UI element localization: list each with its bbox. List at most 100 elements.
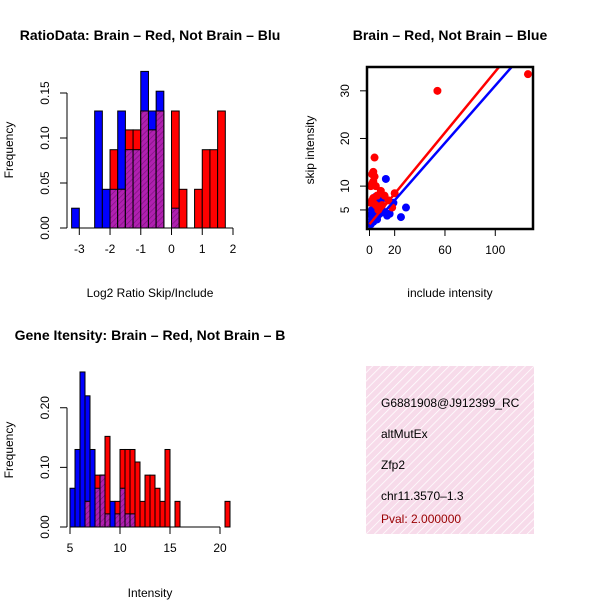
ratio-xlabel: Log2 Ratio Skip/Include	[87, 286, 214, 300]
ratio-axes: -3 -2 -1 0 1 2 0.00 0.05 0.10 0.15	[38, 81, 237, 256]
ratio-bar-overlap	[140, 110, 149, 229]
info-panel-background	[366, 366, 534, 534]
scatter-frame	[365, 65, 535, 231]
intensity-bar-red	[224, 500, 231, 528]
scatter-panel: Brain – Red, Not Brain – Blue 0 20 60 100 5 1…	[303, 27, 547, 300]
intensity-bar-red	[134, 461, 141, 528]
ratio-bar-overlap	[132, 149, 142, 229]
intensity-bar-red	[174, 500, 181, 528]
intensity-x-tick-label: 15	[163, 541, 177, 555]
ratio-bar-overlap	[155, 110, 165, 229]
scatter-point-blue	[396, 213, 405, 222]
intensity-bar-overlap	[129, 513, 136, 528]
ratio-x-tick-label: -1	[135, 242, 146, 256]
scatter-point-red	[367, 198, 375, 207]
ratio-bar-overlap	[109, 188, 119, 229]
intensity-bar-red	[159, 500, 166, 528]
ratio-y-tick-label: 0.15	[38, 81, 52, 105]
intensity-bar-overlap	[84, 500, 91, 528]
scatter-point-red	[523, 70, 532, 79]
scatter-axes: 0 20 60 100 5 10 20 30	[338, 84, 506, 257]
intensity-x-tick-label: 5	[67, 541, 74, 555]
scatter-point-blue	[367, 210, 375, 219]
info-location: chr11.3570–1.3	[381, 489, 464, 503]
ratio-y-tick-label: 0.05	[38, 171, 52, 195]
ratio-x-tick-label: 2	[230, 242, 237, 256]
ratio-bar-blue	[101, 188, 111, 229]
intensity-bar-overlap	[99, 474, 106, 528]
intensity-bar-blue	[79, 371, 86, 528]
scatter-x-tick-label: 20	[388, 243, 402, 257]
scatter-point-blue	[385, 209, 394, 218]
intensity-bar-overlap	[94, 487, 101, 528]
info-gene-symbol: Zfp2	[381, 458, 405, 472]
ratio-y-tick-label: 0.10	[38, 126, 52, 150]
intensity-bar-blue	[69, 487, 76, 528]
ratio-x-tick-label: 0	[168, 242, 175, 256]
intensity-bar-overlap	[114, 513, 121, 528]
scatter-plot	[367, 67, 532, 229]
intensity-bar-blue	[74, 448, 81, 528]
ratio-y-tick-label: 0.00	[38, 216, 52, 240]
scatter-x-tick-label: 60	[438, 243, 452, 257]
ratio-bar-overlap	[124, 149, 134, 229]
intensity-bar-red	[164, 448, 171, 528]
intensity-x-tick-label: 20	[213, 541, 227, 555]
scatter-y-tick-label: 5	[338, 206, 352, 213]
ratio-bars	[71, 70, 226, 229]
scatter-fit-line-blue	[368, 67, 513, 229]
info-panel: G6881908@J912399_RC altMutEx Zfp2 chr11.…	[366, 366, 534, 534]
ratio-x-tick-label: -3	[74, 242, 85, 256]
scatter-y-tick-label: 20	[338, 131, 352, 145]
info-gene-id: G6881908@J912399_RC	[381, 396, 520, 410]
ratio-bar-overlap	[117, 188, 126, 229]
ratio-bar-overlap	[171, 207, 180, 229]
info-pval: Pval: 2.000000	[381, 512, 461, 526]
ratio-bar-blue	[94, 110, 103, 229]
scatter-title: Brain – Red, Not Brain – Blue	[353, 27, 548, 43]
ratio-title: RatioData: Brain – Red, Not Brain – Blu	[20, 27, 281, 43]
intensity-y-tick-label: 0.20	[38, 396, 52, 420]
intensity-bar-red	[139, 500, 146, 528]
intensity-axes: 5 10 15 20 0.00 0.10 0.20	[38, 396, 227, 555]
intensity-y-tick-label: 0.10	[38, 455, 52, 479]
scatter-y-tick-label: 10	[338, 179, 352, 193]
intensity-bar-red	[149, 474, 156, 528]
scatter-point-blue	[381, 174, 390, 183]
intensity-y-tick-label: 0.00	[38, 515, 52, 539]
ratio-x-tick-label: -2	[105, 242, 116, 256]
ratio-bar-overlap	[147, 129, 157, 229]
intensity-bar-overlap	[104, 513, 111, 528]
intensity-title: Gene Itensity: Brain – Red, Not Brain – …	[15, 327, 286, 343]
scatter-xlabel: include intensity	[407, 286, 492, 300]
ratio-bar-red	[217, 110, 226, 229]
scatter-x-tick-label: 100	[485, 243, 505, 257]
scatter-ylabel: skip intensity	[303, 116, 317, 185]
intensity-bar-blue	[89, 448, 96, 528]
intensity-bar-overlap	[124, 513, 131, 528]
scatter-point-red	[433, 86, 442, 95]
intensity-bar-red	[144, 474, 151, 528]
scatter-fit-line-red	[368, 67, 501, 226]
scatter-point-red	[371, 182, 380, 191]
ratio-bar-red	[194, 188, 203, 229]
scatter-point-red	[370, 153, 379, 162]
ratio-histogram-panel: RatioData: Brain – Red, Not Brain – Blu …	[2, 27, 280, 300]
info-event-type: altMutEx	[381, 427, 428, 441]
ratio-bar-blue	[71, 207, 80, 229]
intensity-ylabel: Frequency	[2, 422, 16, 479]
ratio-ylabel: Frequency	[2, 122, 16, 179]
ratio-bar-red	[209, 149, 219, 229]
scatter-x-tick-label: 0	[366, 243, 373, 257]
ratio-x-tick-label: 1	[199, 242, 206, 256]
ratio-bar-red	[178, 188, 188, 229]
intensity-bar-red	[154, 487, 161, 528]
intensity-histogram-panel: Gene Itensity: Brain – Red, Not Brain – …	[2, 327, 285, 600]
intensity-xlabel: Intensity	[128, 586, 173, 600]
intensity-bars	[69, 371, 231, 528]
ratio-bar-red	[201, 149, 211, 229]
intensity-bar-blue	[109, 500, 116, 528]
intensity-bar-overlap	[119, 487, 126, 528]
scatter-y-tick-label: 30	[338, 84, 352, 98]
